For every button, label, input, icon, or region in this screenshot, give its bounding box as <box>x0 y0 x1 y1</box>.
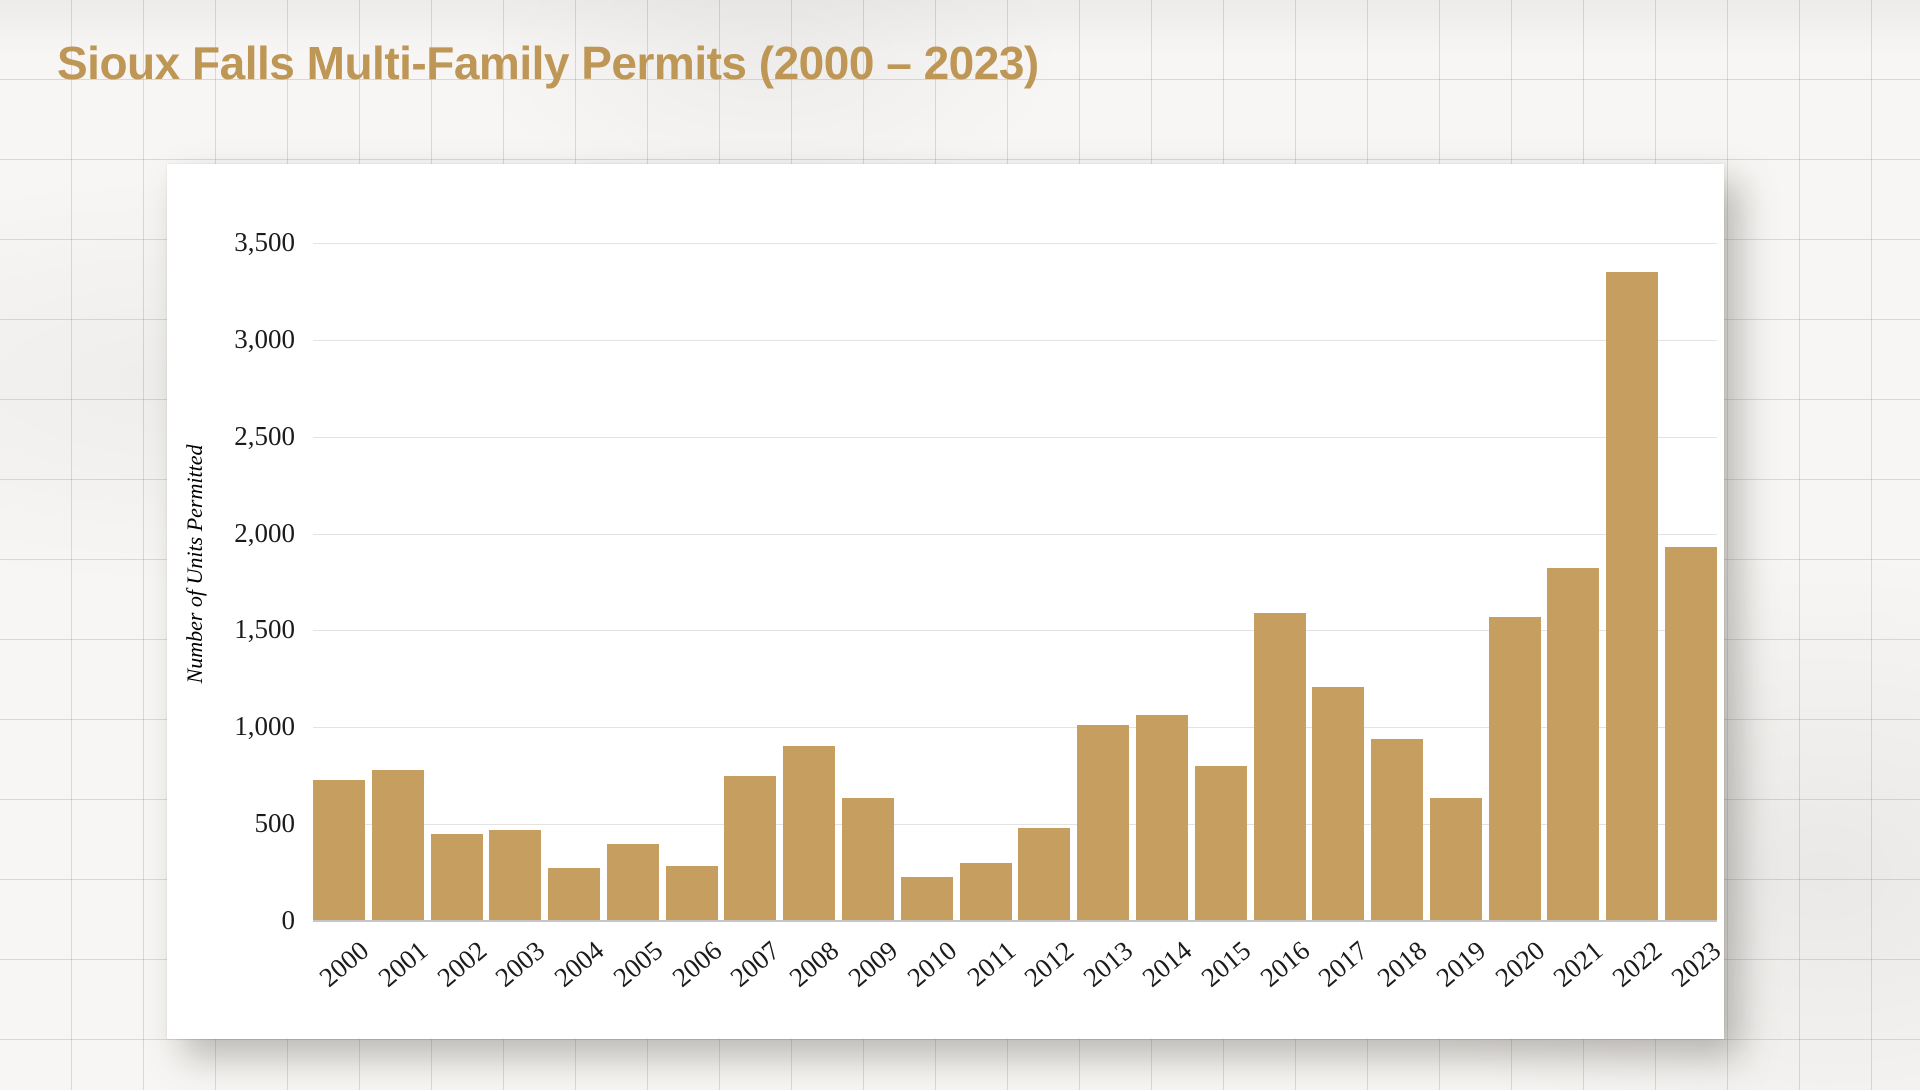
chart-card: Number of Units Permitted 0 500 1,000 1,500… <box>167 164 1726 1039</box>
x-tick-label: 2015 <box>1195 935 1257 993</box>
bar-2012 <box>1018 828 1071 921</box>
bar-2021 <box>1547 568 1600 921</box>
bar-2010 <box>900 877 953 921</box>
y-tick-label: 2,500 <box>234 420 295 451</box>
x-tick-label: 2012 <box>1019 935 1080 993</box>
bar-2013 <box>1077 725 1130 921</box>
bar-2008 <box>783 745 836 921</box>
gridline <box>313 727 1717 729</box>
x-tick-label: 2019 <box>1430 935 1492 993</box>
gridline <box>313 436 1717 438</box>
y-tick-label: 1,000 <box>234 711 295 742</box>
bar-2002 <box>430 833 483 921</box>
gridline <box>313 243 1717 244</box>
bar-2000 <box>313 779 365 921</box>
bar-2007 <box>724 775 777 921</box>
gridline <box>313 533 1717 535</box>
bar-2022 <box>1606 272 1659 921</box>
bar-2017 <box>1312 686 1365 921</box>
x-tick-label: 2011 <box>960 935 1021 993</box>
x-tick-label: 2010 <box>901 935 963 993</box>
gridline <box>313 824 1717 826</box>
x-tick-label: 2007 <box>725 935 786 993</box>
bar-2005 <box>606 844 659 921</box>
y-axis-title: Number of Units Permitted <box>182 444 207 684</box>
bar-2006 <box>665 865 718 921</box>
chart-title: Sioux Falls Multi-Family Permits (2000 –… <box>57 37 1039 89</box>
x-tick-label: 2004 <box>548 935 610 993</box>
x-tick-label: 2009 <box>842 935 904 993</box>
x-tick-label: 2016 <box>1254 935 1315 993</box>
x-tick-label: 2017 <box>1312 935 1374 993</box>
bar-2009 <box>842 798 895 921</box>
x-tick-label: 2003 <box>489 935 551 993</box>
bar-2003 <box>489 829 542 921</box>
x-tick-label: 2018 <box>1371 935 1433 993</box>
bar-2011 <box>959 862 1012 921</box>
bar-2023 <box>1665 547 1717 921</box>
gridline <box>313 630 1717 632</box>
bar-2020 <box>1488 616 1541 921</box>
x-tick-label: 2005 <box>607 935 669 993</box>
x-tick-label: 2020 <box>1489 935 1550 993</box>
x-tick-label: 2013 <box>1077 935 1139 993</box>
bar-2019 <box>1429 798 1482 921</box>
bar-2018 <box>1371 738 1424 921</box>
y-tick-label: 0 <box>281 905 296 935</box>
y-tick-label: 2,000 <box>234 517 295 548</box>
bar-2004 <box>548 867 601 921</box>
y-tick-label: 1,500 <box>234 614 295 645</box>
bar-2014 <box>1135 714 1188 921</box>
x-tick-label: 2023 <box>1665 935 1727 993</box>
x-tick-label: 2022 <box>1606 935 1668 993</box>
x-tick-label: 2008 <box>783 935 845 993</box>
x-tick-label: 2002 <box>431 935 492 993</box>
x-tick-label: 2001 <box>372 935 434 993</box>
x-axis-baseline <box>313 920 1717 922</box>
x-tick-label: 2000 <box>313 935 375 993</box>
bar-2001 <box>371 769 424 921</box>
gridline <box>313 339 1717 341</box>
y-tick-label: 3,500 <box>234 227 295 257</box>
bar-2016 <box>1253 613 1306 921</box>
plot-area: 0 500 1,000 1,500 2,000 2,500 3,000 3,500 2000 20… <box>234 229 1726 993</box>
x-tick-label: 2006 <box>666 935 727 993</box>
y-tick-label: 3,000 <box>234 323 295 354</box>
y-tick-label: 500 <box>254 808 296 839</box>
x-tick-label: 2021 <box>1548 935 1609 993</box>
x-tick-label: 2014 <box>1136 935 1198 993</box>
bar-2015 <box>1194 766 1247 921</box>
